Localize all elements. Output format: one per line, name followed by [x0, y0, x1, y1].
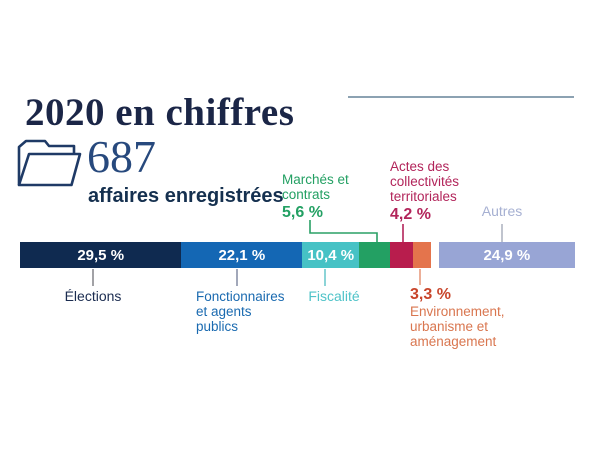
segment-label: Fiscalité: [308, 288, 360, 304]
bar-segment: 24,9 %: [438, 242, 575, 268]
segment-label: Environnement, urbanisme et aménagement: [410, 304, 505, 349]
leader-line-marches: [309, 220, 378, 242]
stat-value: 687: [87, 131, 156, 182]
bar-segment: 29,5 %: [20, 242, 182, 268]
segment-label: Marchés et contrats: [282, 172, 349, 202]
bar-segment: 10,4 %: [302, 242, 360, 268]
segment-value: 3,3 %: [410, 286, 451, 303]
annotation-actes-collectivites: Actes des collectivités territoriales 4,…: [390, 159, 478, 223]
segment-label: Actes des collectivités territoriales: [390, 159, 460, 204]
title-rule: [348, 96, 574, 98]
segment-value: 4,2 %: [390, 206, 431, 223]
bar-segment: [389, 242, 413, 268]
segment-label: Fonctionnaires et agents publics: [196, 289, 285, 334]
segment-label: Autres: [481, 203, 523, 219]
stacked-bar: 29,5 % 22,1 % 10,4 % 24,9 %: [20, 242, 575, 268]
bar-segment: [359, 242, 390, 268]
bar-segment: [412, 242, 431, 268]
annotation-environnement: 3,3 % Environnement, urbanisme et aménag…: [410, 286, 518, 350]
annotation-elections: Élections: [43, 289, 143, 304]
annotation-fiscalite: Fiscalité: [303, 289, 365, 304]
annotation-autres: Autres: [472, 204, 532, 219]
annotation-fonctionnaires: Fonctionnaires et agents publics: [196, 289, 296, 334]
open-folder-icon: [16, 138, 86, 190]
annotation-marches-et-contrats: Marchés et contrats 5,6 %: [282, 172, 360, 221]
page-title: 2020 en chiffres: [25, 91, 295, 135]
bar-segment: 22,1 %: [181, 242, 303, 268]
segment-label: Élections: [64, 288, 122, 304]
stat-label: affaires enregistrées: [88, 185, 284, 207]
segment-value: 5,6 %: [282, 204, 323, 221]
